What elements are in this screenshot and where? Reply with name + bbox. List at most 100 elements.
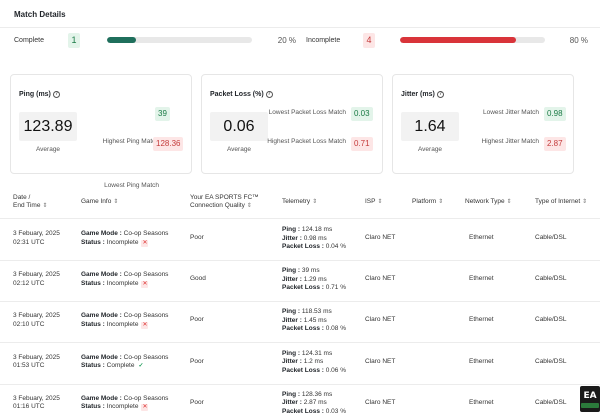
game-mode-label: Game Mode : xyxy=(81,230,122,237)
status-value: Complete xyxy=(106,362,135,370)
info-icon[interactable]: ? xyxy=(436,91,444,98)
complete-count: 1 xyxy=(68,33,80,48)
incomplete-progress-fill xyxy=(400,37,516,43)
isp-cell: Claro NET xyxy=(365,316,396,324)
status-value: Incomplete xyxy=(106,320,139,328)
game-mode-value: Co-op Seasons xyxy=(123,271,169,279)
sort-arrows-icon[interactable]: ⇕ xyxy=(113,199,119,205)
column-header-connection-quality[interactable]: Your EA SPORTS FC™ Connection Quality ⇕ xyxy=(190,194,259,210)
ping-lowest-value: 39 xyxy=(155,107,170,121)
ping-highest-value: 128.36 xyxy=(153,137,184,151)
ea-sports-fc-badge[interactable]: EA xyxy=(580,386,600,412)
packet-loss-label: Packet Loss : xyxy=(282,407,324,415)
connection-quality-cell: Good xyxy=(190,275,206,283)
game-info-cell: Game Mode : Co-op Seasons Status : Incom… xyxy=(81,395,168,412)
jitter-label: Jitter : xyxy=(282,275,302,283)
column-header-network-type[interactable]: Network Type ⇕ xyxy=(465,198,512,206)
sort-arrows-icon[interactable]: ⇕ xyxy=(377,199,383,205)
title-divider xyxy=(0,27,600,28)
info-icon[interactable]: ? xyxy=(265,91,273,98)
sort-arrows-icon[interactable]: ⇕ xyxy=(246,203,252,209)
x-icon: ✕ xyxy=(141,404,149,412)
header-network-text: Network Type xyxy=(465,198,505,205)
telemetry-cell: Ping : 118.53 ms Jitter : 1.45 ms Packet… xyxy=(282,308,346,334)
packet-loss-value: 0.71 % xyxy=(325,284,346,292)
column-header-isp[interactable]: ISP ⇕ xyxy=(365,198,383,206)
ping-lowest-label: Lowest Ping Match xyxy=(104,182,159,189)
sort-arrows-icon[interactable]: ⇕ xyxy=(42,203,48,209)
game-mode-label: Game Mode : xyxy=(81,271,122,279)
column-header-game-info[interactable]: Game Info ⇕ xyxy=(81,198,118,206)
row-divider xyxy=(0,342,600,344)
game-mode-value: Co-op Seasons xyxy=(123,230,169,237)
header-quality-line2: Connection Quality xyxy=(190,202,245,209)
packet-loss-value: 0.06 % xyxy=(325,366,346,374)
sort-arrows-icon[interactable]: ⇕ xyxy=(438,199,444,205)
x-icon: ✕ xyxy=(141,239,149,247)
complete-progress-fill xyxy=(107,37,136,43)
jitter-average-value: 1.64 xyxy=(401,112,459,141)
sort-arrows-icon[interactable]: ⇕ xyxy=(312,199,318,205)
ping-title-text: Ping (ms) xyxy=(19,91,51,98)
connection-quality-cell: Poor xyxy=(190,234,204,241)
header-date-line2: End Time xyxy=(13,202,41,209)
ping-label: Ping : xyxy=(282,390,301,398)
match-date: 3 Febuary, 2025 xyxy=(13,230,60,237)
status-value: Incomplete xyxy=(106,238,139,246)
game-info-cell: Game Mode : Co-op Seasons Status : Incom… xyxy=(81,271,168,288)
header-date-line1: Date / xyxy=(13,194,31,201)
packet-loss-highest-value: 0.71 xyxy=(351,137,373,151)
column-header-internet-type[interactable]: Type of Internet ⇕ xyxy=(535,198,587,206)
ping-highest-label: Highest Ping Match xyxy=(102,138,159,145)
x-icon: ✕ xyxy=(141,280,149,288)
status-label: Status : xyxy=(81,320,105,328)
status-value: Incomplete xyxy=(106,279,139,287)
incomplete-percent: 80 % xyxy=(569,36,588,45)
packet-loss-average-label: Average xyxy=(226,146,252,153)
date-cell: 3 Febuary, 2025 02:31 UTC xyxy=(13,230,60,247)
packet-loss-value: 0.04 % xyxy=(325,243,346,250)
match-time: 02:12 UTC xyxy=(13,279,45,287)
game-mode-label: Game Mode : xyxy=(81,353,122,361)
jitter-label: Jitter : xyxy=(282,399,302,407)
game-info-cell: Game Mode : Co-op Seasons Status : Compl… xyxy=(81,354,168,371)
ea-logo: EA xyxy=(583,391,597,401)
column-header-telemetry[interactable]: Telemetry ⇕ xyxy=(282,198,317,206)
ping-value: 124.18 ms xyxy=(301,226,333,233)
ping-value: 118.53 ms xyxy=(301,308,332,316)
internet-type-cell: Cable/DSL xyxy=(535,275,567,283)
sort-arrows-icon[interactable]: ⇕ xyxy=(506,199,512,205)
status-label: Status : xyxy=(81,238,105,246)
jitter-value: 1.2 ms xyxy=(303,358,324,366)
packet-loss-lowest-label: Lowest Packet Loss Match xyxy=(268,109,346,116)
jitter-value: 1.29 ms xyxy=(303,275,327,283)
sort-arrows-icon[interactable]: ⇕ xyxy=(582,199,588,205)
incomplete-label: Incomplete xyxy=(306,37,341,44)
complete-progress-bar xyxy=(107,37,252,43)
network-type-cell: Ethernet xyxy=(469,275,494,283)
network-type-cell: Ethernet xyxy=(469,357,494,365)
isp-cell: Claro NET xyxy=(365,398,396,406)
game-mode-value: Co-op Seasons xyxy=(123,394,169,402)
connection-quality-cell: Poor xyxy=(190,398,204,406)
row-divider xyxy=(0,383,600,385)
jitter-label: Jitter : xyxy=(282,316,302,324)
match-time: 01:16 UTC xyxy=(13,403,45,411)
header-telemetry-text: Telemetry xyxy=(282,198,311,205)
ping-label: Ping : xyxy=(282,267,301,275)
header-internet-text: Type of Internet xyxy=(535,198,581,205)
column-header-date[interactable]: Date / End Time ⇕ xyxy=(13,194,48,210)
internet-type-cell: Cable/DSL xyxy=(535,398,567,406)
internet-type-cell: Cable/DSL xyxy=(535,357,567,365)
jitter-highest-label: Highest Jitter Match xyxy=(481,138,539,145)
info-icon[interactable]: ? xyxy=(52,91,60,98)
jitter-card-title: Jitter (ms)? xyxy=(401,91,444,98)
jitter-value: 2.87 ms xyxy=(303,399,327,407)
header-isp-text: ISP xyxy=(365,198,376,205)
match-time: 02:31 UTC xyxy=(13,238,45,246)
column-header-platform[interactable]: Platform ⇕ xyxy=(412,198,443,206)
jitter-label: Jitter : xyxy=(282,358,302,366)
game-mode-label: Game Mode : xyxy=(81,394,122,402)
telemetry-cell: Ping : 124.18 ms Jitter : 0.98 ms Packet… xyxy=(282,226,346,252)
match-time: 02:10 UTC xyxy=(13,320,45,328)
